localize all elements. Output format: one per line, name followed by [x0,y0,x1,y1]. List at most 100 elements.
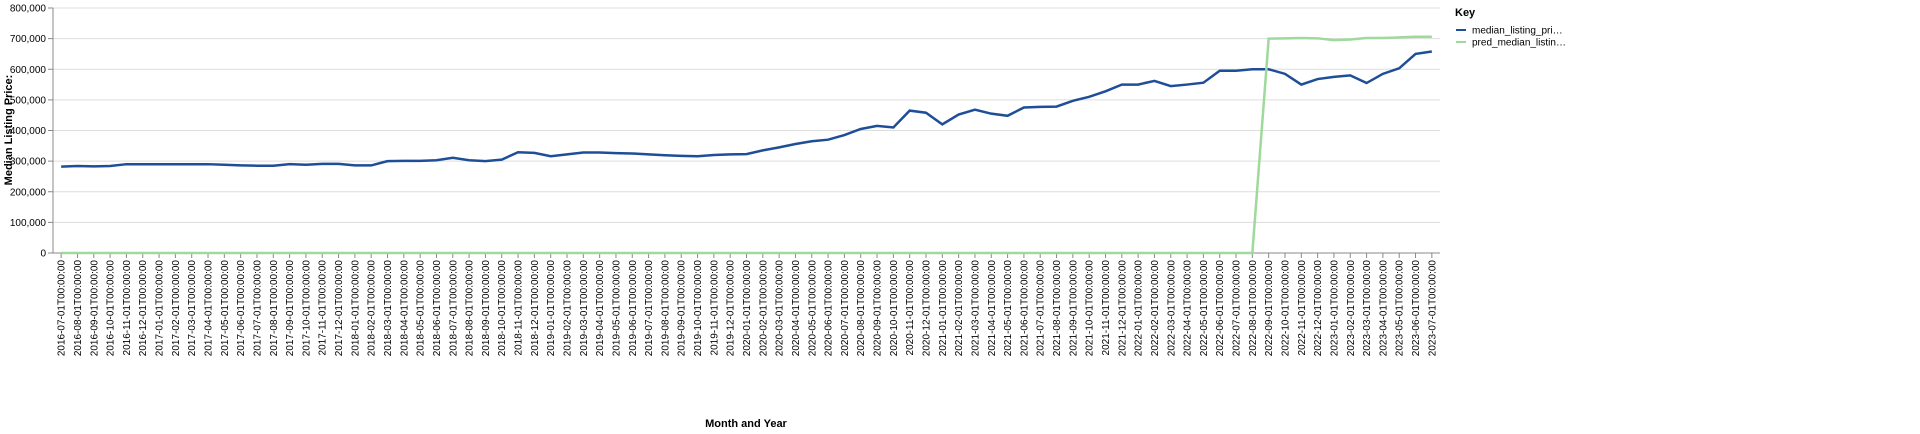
x-tick-label: 2022-05-01T00:00:00 [1199,260,1210,357]
x-tick-label: 2018-12-01T00:00:00 [530,260,541,357]
x-tick-label: 2018-10-01T00:00:00 [497,260,508,357]
x-tick-label: 2017-04-01T00:00:00 [204,260,215,357]
x-tick-label: 2021-07-01T00:00:00 [1036,260,1047,357]
x-tick-label: 2021-12-01T00:00:00 [1117,260,1128,357]
x-tick-label: 2017-07-01T00:00:00 [252,260,263,357]
x-tick-label: 2018-05-01T00:00:00 [416,260,427,357]
x-tick-label: 2017-06-01T00:00:00 [236,260,247,357]
x-tick-label: 2019-06-01T00:00:00 [628,260,639,357]
x-tick-label: 2022-01-01T00:00:00 [1134,260,1145,357]
x-tick-label: 2017-11-01T00:00:00 [318,260,329,356]
x-tick-label: 2019-03-01T00:00:00 [579,260,590,357]
x-axis-title: Month and Year [705,418,787,430]
x-tick-label: 2016-09-01T00:00:00 [89,260,100,357]
x-tick-label: 2020-03-01T00:00:00 [775,260,786,357]
x-tick-label: 2019-02-01T00:00:00 [563,260,574,357]
x-tick-label: 2018-08-01T00:00:00 [465,260,476,357]
x-tick-label: 2023-06-01T00:00:00 [1411,260,1422,357]
x-tick-label: 2016-10-01T00:00:00 [106,260,117,357]
y-axis-title: Median Listing Price: [3,75,15,186]
legend-label: median_listing_pri… [1472,26,1563,37]
x-tick-label: 2023-01-01T00:00:00 [1329,260,1340,357]
x-tick-label: 2018-02-01T00:00:00 [367,260,378,357]
x-tick-label: 2021-05-01T00:00:00 [1003,260,1014,357]
y-tick-label: 200,000 [10,187,47,198]
x-tick-label: 2018-04-01T00:00:00 [399,260,410,357]
x-tick-label: 2017-09-01T00:00:00 [285,260,296,357]
x-tick-label: 2016-07-01T00:00:00 [57,260,68,357]
x-tick-label: 2016-08-01T00:00:00 [73,260,84,357]
series-line [61,35,1432,255]
x-tick-label: 2021-09-01T00:00:00 [1068,260,1079,357]
x-tick-label: 2020-07-01T00:00:00 [840,260,851,357]
x-tick-label: 2023-03-01T00:00:00 [1362,260,1373,357]
legend-label: pred_median_listin… [1472,38,1566,49]
y-tick-label: 300,000 [10,157,47,168]
x-tick-label: 2021-06-01T00:00:00 [1019,260,1030,357]
y-tick-label: 0 [40,249,46,260]
x-tick-label: 2019-05-01T00:00:00 [611,260,622,357]
x-tick-label: 2018-09-01T00:00:00 [481,260,492,357]
x-tick-label: 2022-10-01T00:00:00 [1280,260,1291,357]
x-tick-label: 2022-07-01T00:00:00 [1232,260,1243,357]
x-tick-label: 2019-07-01T00:00:00 [644,260,655,357]
x-tick-label: 2021-10-01T00:00:00 [1085,260,1096,357]
x-tick-label: 2020-06-01T00:00:00 [824,260,835,357]
x-tick-label: 2016-11-01T00:00:00 [122,260,133,356]
x-tick-label: 2022-02-01T00:00:00 [1150,260,1161,357]
series-line [61,50,1433,168]
x-tick-label: 2020-04-01T00:00:00 [791,260,802,357]
x-tick-label: 2019-08-01T00:00:00 [660,260,671,357]
x-tick-label: 2017-02-01T00:00:00 [171,260,182,357]
x-tick-label: 2021-11-01T00:00:00 [1101,260,1112,356]
x-tick-label: 2020-12-01T00:00:00 [921,260,932,357]
legend-title: Key [1455,7,1476,19]
x-tick-label: 2020-09-01T00:00:00 [873,260,884,357]
x-tick-label: 2022-12-01T00:00:00 [1313,260,1324,357]
x-tick-label: 2018-11-01T00:00:00 [514,260,525,356]
x-tick-label: 2022-08-01T00:00:00 [1248,260,1259,357]
x-tick-label: 2019-09-01T00:00:00 [677,260,688,357]
x-tick-label: 2018-06-01T00:00:00 [432,260,443,357]
x-tick-label: 2021-08-01T00:00:00 [1052,260,1063,357]
x-tick-label: 2020-08-01T00:00:00 [856,260,867,357]
x-tick-label: 2021-04-01T00:00:00 [987,260,998,357]
x-tick-label: 2023-02-01T00:00:00 [1346,260,1357,357]
y-tick-label: 600,000 [10,65,47,76]
x-tick-label: 2018-03-01T00:00:00 [383,260,394,357]
x-tick-label: 2023-04-01T00:00:00 [1378,260,1389,357]
x-tick-label: 2018-01-01T00:00:00 [350,260,361,357]
x-tick-label: 2018-07-01T00:00:00 [448,260,459,357]
x-tick-label: 2021-02-01T00:00:00 [954,260,965,357]
x-tick-label: 2022-09-01T00:00:00 [1264,260,1275,357]
x-tick-label: 2017-08-01T00:00:00 [269,260,280,357]
x-tick-label: 2017-10-01T00:00:00 [301,260,312,357]
x-tick-label: 2019-01-01T00:00:00 [546,260,557,357]
x-tick-label: 2017-03-01T00:00:00 [187,260,198,357]
y-tick-label: 700,000 [10,34,47,45]
x-tick-label: 2017-05-01T00:00:00 [220,260,231,357]
x-tick-label: 2017-01-01T00:00:00 [155,260,166,357]
x-tick-label: 2019-10-01T00:00:00 [693,260,704,357]
x-tick-label: 2022-03-01T00:00:00 [1166,260,1177,357]
x-tick-label: 2020-02-01T00:00:00 [758,260,769,357]
y-tick-label: 400,000 [10,126,47,137]
x-tick-label: 2019-11-01T00:00:00 [709,260,720,356]
x-tick-label: 2022-06-01T00:00:00 [1215,260,1226,357]
x-tick-label: 2020-01-01T00:00:00 [742,260,753,357]
x-tick-label: 2020-10-01T00:00:00 [889,260,900,357]
x-tick-label: 2019-04-01T00:00:00 [595,260,606,357]
x-tick-label: 2022-11-01T00:00:00 [1297,260,1308,356]
x-tick-label: 2022-04-01T00:00:00 [1183,260,1194,357]
y-tick-label: 500,000 [10,95,47,106]
x-tick-label: 2017-12-01T00:00:00 [334,260,345,357]
x-tick-label: 2021-03-01T00:00:00 [970,260,981,357]
y-tick-label: 800,000 [10,4,47,15]
x-tick-label: 2023-05-01T00:00:00 [1395,260,1406,357]
x-tick-label: 2021-01-01T00:00:00 [938,260,949,357]
x-tick-label: 2019-12-01T00:00:00 [726,260,737,357]
x-tick-label: 2023-07-01T00:00:00 [1427,260,1438,357]
x-tick-label: 2020-11-01T00:00:00 [905,260,916,356]
x-tick-label: 2016-12-01T00:00:00 [138,260,149,357]
